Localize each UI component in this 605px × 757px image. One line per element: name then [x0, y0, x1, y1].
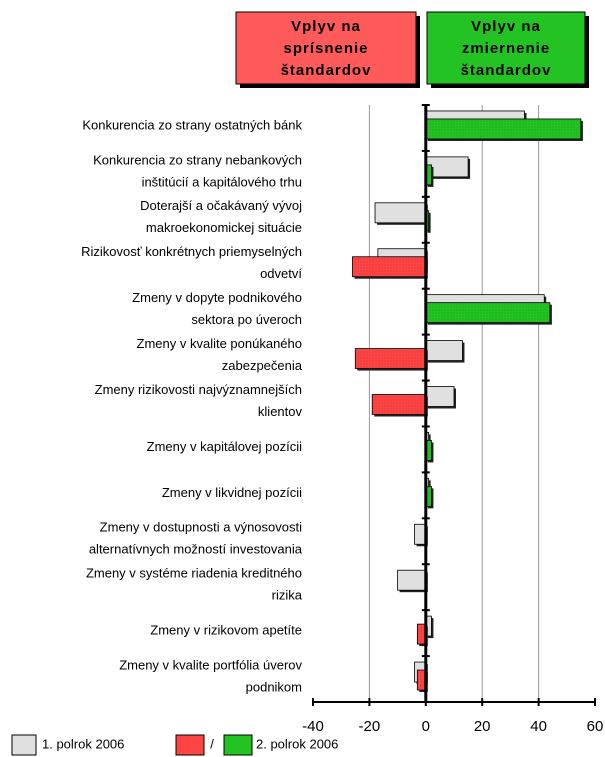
category-label: Zmeny v rizikovom apetíte [150, 623, 302, 638]
bar-texture [425, 118, 581, 139]
category-label: klientov [258, 404, 303, 419]
category-label: Zmeny v dostupnosti a výnosovosti [100, 520, 302, 535]
category-label: inštitúcií a kapitálového trhu [142, 174, 302, 189]
x-tick-label: 20 [474, 718, 491, 735]
category-label: podnikom [246, 679, 302, 694]
bar-texture [425, 164, 432, 185]
header-text: Vplyv na [291, 18, 361, 35]
header-text: sprísnenie [283, 40, 368, 57]
bar-texture [417, 624, 426, 645]
category-label: sektora po úveroch [191, 312, 302, 327]
x-tick-label: -40 [302, 718, 324, 735]
category-label: Zmeny v kapitálovej pozícii [147, 439, 302, 454]
legend-swatch [223, 734, 253, 756]
bar-texture [352, 256, 426, 277]
legend-swatch [175, 734, 205, 756]
x-tick-label: -20 [359, 718, 381, 735]
header-text: zmiernenie [462, 40, 550, 57]
category-label: Zmeny v kvalite ponúkaného [137, 336, 302, 351]
bar-shadow [427, 212, 431, 233]
category-label: makroekonomickej situácie [146, 220, 302, 235]
category-label: Doterajší a očakávaný vývoj [140, 198, 302, 213]
bar [374, 202, 427, 224]
category-label: Zmeny v systéme riadenia kreditného [86, 566, 302, 581]
bar-texture [417, 670, 426, 691]
category-label: Zmeny v kvalite portfólia úverov [119, 657, 302, 672]
legend-separator: / [210, 736, 214, 751]
category-label: Konkurencia zo strany ostatných bánk [82, 117, 302, 132]
legend-swatch [11, 734, 37, 756]
header-box [426, 11, 586, 85]
category-label: rizika [272, 588, 303, 603]
bar-texture [355, 348, 426, 369]
category-label: Rizikovosť konkrétnych priemyselných [81, 244, 302, 259]
category-label: Konkurencia zo strany nebankových [93, 152, 302, 167]
bar-texture [372, 394, 426, 415]
category-label: alternatívnych možností investovania [89, 542, 303, 557]
header-text: štandardov [461, 62, 552, 79]
x-tick-label: 0 [422, 718, 430, 735]
bar-texture [425, 440, 432, 461]
header-box [235, 11, 417, 85]
category-label: Zmeny v likvidnej pozícii [162, 485, 302, 500]
category-label: odvetví [260, 266, 302, 281]
bar [397, 569, 427, 591]
category-label: Zmeny v dopyte podnikového [132, 290, 302, 305]
bar-texture [425, 486, 432, 507]
bar-texture [425, 302, 550, 323]
legend-label: 1. polrok 2006 [42, 736, 124, 751]
legend-label: 2. polrok 2006 [256, 736, 338, 751]
bar [425, 340, 463, 361]
header-text: štandardov [281, 62, 372, 79]
category-label: Zmeny rizikovosti najvýznamnejších [95, 382, 302, 397]
bar [414, 523, 427, 545]
bar [425, 386, 455, 407]
header-text: Vplyv na [471, 18, 541, 35]
x-tick-label: 40 [530, 718, 547, 735]
category-label: zabezpečenia [222, 358, 303, 373]
x-tick-label: 60 [587, 718, 604, 735]
